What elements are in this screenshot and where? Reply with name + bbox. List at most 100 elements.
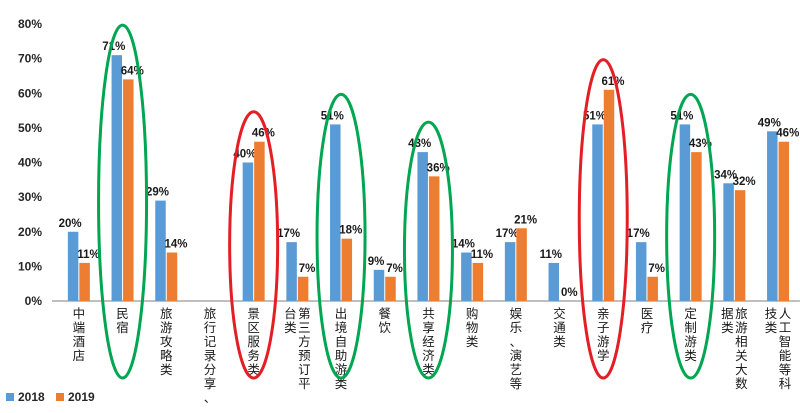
bar-2019-3 [166, 252, 178, 301]
bar-2018-16 [723, 183, 734, 301]
bar-2019-16 [734, 190, 746, 301]
category-label-column: 民宿 [116, 307, 129, 335]
category-label-11: 娱乐、演艺等 [510, 307, 523, 391]
category-label-column: 旅游攻略类 [160, 307, 173, 377]
y-tick-label: 0% [25, 294, 43, 308]
category-label-15: 定制游类 [684, 306, 697, 363]
y-tick-label: 70% [18, 52, 42, 66]
data-label-2018-13: 51% [583, 110, 606, 122]
bar-2018-2 [111, 55, 123, 301]
legend-swatch-2018 [6, 393, 14, 401]
data-label-2018-16: 34% [714, 169, 737, 181]
data-label-2018-5: 40% [233, 149, 256, 161]
data-label-2018-15: 51% [670, 110, 693, 122]
bar-2019-15 [691, 152, 702, 301]
y-tick-label: 30% [18, 190, 42, 204]
data-label-2018-9: 43% [408, 138, 431, 150]
category-label-column: 旅游相关大数 [735, 307, 748, 391]
bar-2019-11 [516, 228, 527, 301]
bar-2018-12 [548, 262, 560, 301]
legend-label-2018: 2018 [18, 390, 45, 404]
bar-2019-2 [123, 79, 134, 302]
bar-2019-13 [603, 89, 615, 301]
legend-label-2019: 2019 [68, 390, 95, 404]
data-label-2018-17: 49% [758, 117, 781, 129]
legend-swatch-2019 [56, 393, 64, 401]
bar-2019-10 [472, 262, 484, 301]
y-tick-label: 80% [18, 17, 42, 31]
category-label-13: 亲子游学 [597, 307, 610, 363]
category-label-column: 医疗 [641, 307, 654, 335]
data-label-2018-10: 14% [452, 239, 475, 251]
data-label-2019-17: 46% [776, 128, 799, 140]
data-label-2019-15: 43% [689, 138, 712, 150]
data-label-2019-6: 7% [299, 263, 316, 275]
data-label-2019-1: 11% [77, 249, 99, 261]
bar-2019-5 [254, 141, 265, 301]
bar-2019-7 [341, 238, 353, 301]
data-label-2018-8: 9% [368, 256, 385, 268]
bar-2018-7 [330, 124, 341, 301]
y-tick-label: 50% [18, 121, 42, 135]
data-label-2018-1: 20% [59, 218, 82, 230]
category-label-2: 民宿 [116, 307, 129, 335]
category-label-column: 中端酒店 [73, 306, 86, 363]
bar-2018-13 [592, 124, 603, 301]
category-label-3: 旅游攻略类 [160, 307, 173, 377]
bar-2018-9 [417, 152, 428, 301]
data-label-2019-9: 36% [427, 162, 450, 174]
data-label-2019-8: 7% [386, 263, 403, 275]
bar-2018-17 [767, 131, 778, 301]
category-label-column: 人工智能等科 [779, 307, 792, 391]
category-label-column: 餐饮 [378, 306, 391, 335]
y-tick-label: 10% [18, 259, 42, 273]
bar-2018-8 [373, 269, 385, 301]
bar-2019-9 [428, 176, 440, 301]
bar-2019-8 [385, 276, 396, 301]
category-label-column: 亲子游学 [597, 307, 610, 363]
category-label-12: 交通类 [553, 306, 566, 349]
bar-2019-6 [297, 276, 309, 301]
data-label-2019-5: 46% [252, 128, 275, 140]
category-label-column: 共享经济类 [422, 307, 435, 377]
data-label-2018-2: 71% [102, 41, 125, 53]
category-label-column: 旅行记录分享、 [204, 307, 217, 405]
category-label-column: 交通类 [553, 306, 566, 349]
data-label-2018-7: 51% [321, 110, 344, 122]
data-label-2019-14: 7% [648, 263, 665, 275]
data-label-2019-13: 61% [601, 76, 624, 88]
bar-2018-6 [286, 242, 297, 301]
category-label-14: 医疗 [641, 307, 654, 335]
category-label-column: 购物类 [466, 306, 479, 349]
category-label-column: 技类 [765, 307, 778, 335]
bar-2019-14 [647, 276, 658, 301]
category-label-4: 旅行记录分享、 [204, 307, 217, 405]
data-label-2019-16: 32% [733, 176, 756, 188]
y-tick-label: 20% [18, 225, 42, 239]
bar-2018-3 [155, 200, 166, 301]
data-label-2018-3: 29% [146, 187, 169, 199]
category-label-column: 出境自助游类 [335, 307, 348, 391]
y-tick-label: 40% [18, 156, 42, 170]
category-label-7: 出境自助游类 [335, 307, 348, 391]
data-label-2018-14: 17% [627, 228, 650, 240]
data-label-2018-12: 11% [540, 249, 562, 261]
bar-2018-10 [461, 252, 472, 301]
highlight-ellipse-1 [97, 23, 149, 380]
data-label-2019-7: 18% [339, 225, 362, 237]
data-label-2019-12: 0% [561, 287, 578, 299]
category-label-10: 购物类 [466, 306, 479, 349]
category-label-8: 餐饮 [378, 306, 391, 335]
category-label-9: 共享经济类 [422, 307, 435, 377]
data-label-2019-11: 21% [514, 214, 537, 226]
category-label-column: 定制游类 [684, 306, 697, 363]
category-label-1: 中端酒店 [73, 306, 86, 363]
category-label-column: 景区服务类 [247, 307, 260, 377]
bar-2019-1 [79, 262, 90, 301]
bar-2018-11 [504, 242, 516, 301]
